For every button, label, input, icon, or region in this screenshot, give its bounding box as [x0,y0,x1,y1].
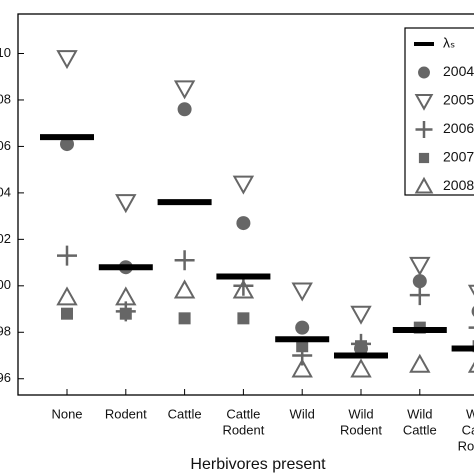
legend-label: 2005 [443,92,474,108]
legend-marker [414,94,434,111]
square-marker [178,312,191,325]
plot-frame [17,13,474,396]
plus-marker [468,326,474,329]
x-tick-label: Wild [348,406,373,421]
triangle-down-marker [409,256,431,276]
triangle-down-marker [350,305,372,325]
x-tick-label: Wild [466,406,474,421]
triangle-down-marker [173,80,196,100]
triangle-up-marker [350,358,372,378]
y-tick-label: 1.10 [0,45,11,60]
legend-label: 2008 [443,177,474,193]
circle-marker [177,102,192,117]
square-marker [61,307,73,320]
x-tick-label: Cattle [226,406,260,421]
x-tick-label: Rodent [222,422,264,437]
plus-marker [174,250,195,271]
y-tick-label: 1.06 [0,138,11,153]
legend-box [404,27,474,196]
x-tick-label: Rodent [340,422,382,437]
triangle-up-marker [173,279,196,299]
triangle-down-marker [232,175,255,195]
y-tick-label: 1.04 [0,184,11,199]
x-tick-label: Wild [290,406,315,421]
circle-marker [471,306,474,317]
x-tick-label: Rodent [105,406,147,421]
x-axis-label: Herbivores present [190,456,326,473]
x-tick-label: Rodent [458,438,474,453]
legend-label: 2007 [443,149,474,165]
square-marker [355,340,367,353]
y-tick-label: 0.98 [0,324,11,339]
triangle-down-marker [115,194,137,214]
triangle-up-marker [232,279,255,299]
legend-marker [418,152,430,164]
circle-marker [60,137,74,152]
triangle-down-marker [291,282,313,302]
circle-marker [295,320,310,335]
legend-label: 2004 [443,63,474,79]
legend-marker [415,121,433,138]
triangle-down-marker [56,50,78,70]
square-marker [296,340,309,353]
circle-marker [236,216,251,231]
legend-label: 2006 [443,120,474,136]
square-marker [119,307,132,320]
triangle-down-marker [467,284,474,296]
circle-marker [412,274,427,289]
legend-marker [414,176,434,194]
triangle-up-marker [56,286,78,306]
y-tick-label: 1.02 [0,231,11,246]
legend-label: λₛ [443,35,455,51]
x-tick-label: Cattle [168,406,202,421]
triangle-up-marker [409,353,431,373]
triangle-up-marker [467,361,474,373]
x-tick-label: None [51,406,82,421]
x-tick-label: Cattle [403,422,437,437]
x-tick-label: Cattle [462,422,474,437]
y-tick-label: 1.00 [0,277,11,292]
y-tick-label: 1.08 [0,91,11,106]
x-tick-label: Wild [407,406,432,421]
plus-marker [409,285,430,306]
legend-marker [418,66,430,79]
triangle-up-marker [291,358,313,378]
y-tick-label: 0.96 [0,370,11,385]
triangle-up-marker [115,286,137,306]
plus-marker [57,245,77,266]
square-marker [237,312,250,325]
